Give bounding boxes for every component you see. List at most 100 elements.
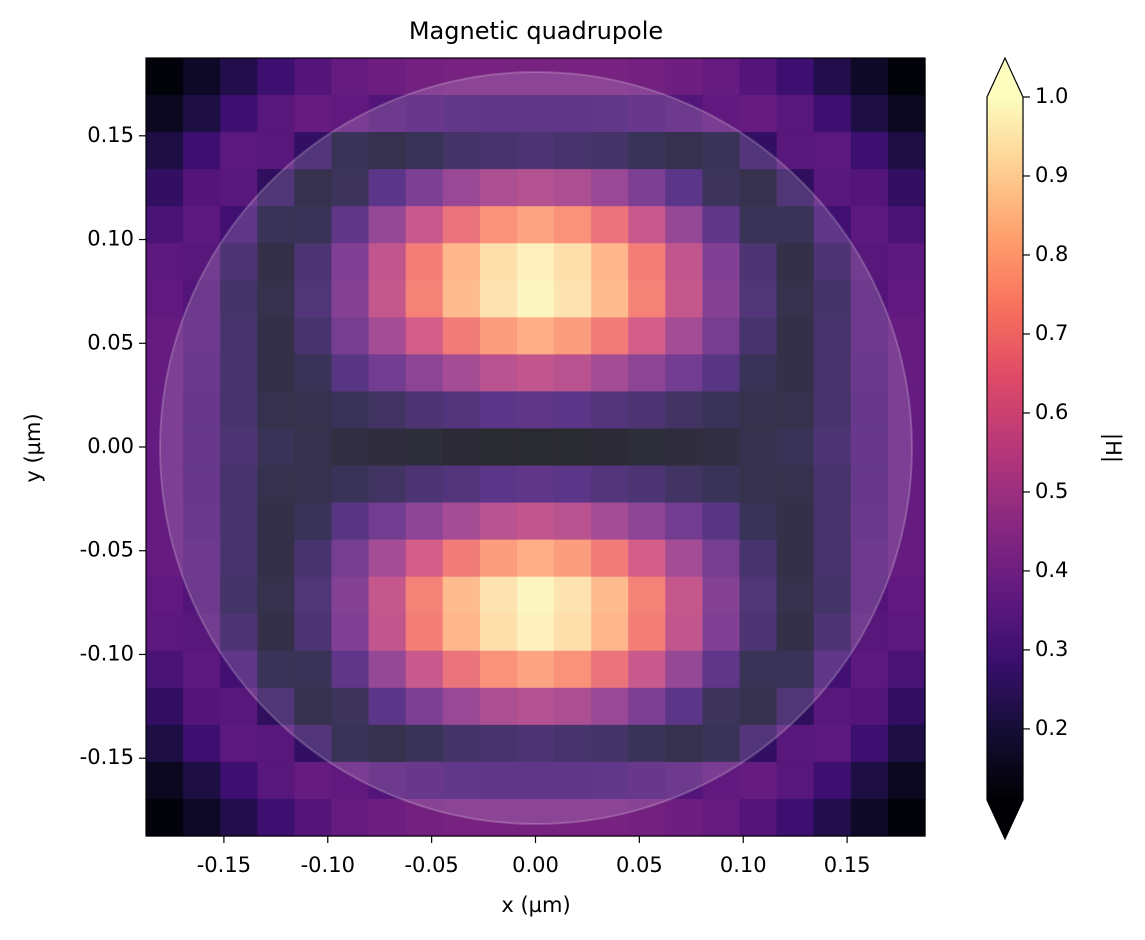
heatmap-cell (628, 502, 666, 541)
heatmap-cell (887, 280, 926, 318)
heatmap-cell (294, 354, 333, 393)
heatmap-cell (554, 539, 592, 578)
heatmap-cell (257, 206, 295, 244)
heatmap-cell (850, 724, 889, 763)
heatmap-cell (887, 428, 926, 467)
heatmap-cell (776, 465, 815, 504)
heatmap-cell (776, 58, 815, 96)
heatmap-cell (331, 613, 370, 652)
heatmap-cell (479, 576, 518, 615)
x-tick-label: -0.10 (301, 853, 355, 877)
heatmap-cell (183, 650, 221, 689)
heatmap-cell (813, 428, 852, 467)
heatmap-cell (591, 687, 629, 726)
heatmap-cell (739, 428, 778, 467)
heatmap-cell (442, 687, 481, 726)
heatmap-cell (405, 650, 444, 689)
heatmap-cell (887, 687, 926, 726)
heatmap-cell (702, 243, 741, 281)
heatmap-cell (739, 502, 778, 541)
heatmap-cell (702, 132, 741, 170)
heatmap-cell (257, 354, 295, 393)
heatmap-cell (516, 502, 555, 541)
heatmap-cell (850, 428, 889, 467)
heatmap-cell (220, 539, 258, 578)
heatmap-cell (776, 798, 815, 837)
heatmap-cell (331, 428, 370, 467)
heatmap-cell (554, 391, 592, 430)
heatmap-cell (813, 169, 852, 207)
heatmap-cell (813, 724, 852, 763)
heatmap-cell (628, 354, 666, 393)
heatmap-cell (516, 391, 555, 430)
heatmap-cell (665, 687, 704, 726)
heatmap-cell (257, 391, 295, 430)
heatmap-cell (442, 613, 481, 652)
heatmap-cell (776, 576, 815, 615)
heatmap-cell (479, 354, 518, 393)
heatmap-cell (183, 206, 221, 244)
heatmap-cell (331, 58, 370, 96)
heatmap-cell (220, 687, 258, 726)
heatmap-cell (368, 95, 407, 133)
heatmap-cell (665, 613, 704, 652)
heatmap-cell (702, 391, 741, 430)
heatmap-cell (813, 317, 852, 355)
heatmap-cell (220, 317, 258, 355)
heatmap-cell (294, 95, 333, 133)
heatmap-cell (591, 391, 629, 430)
heatmap-cell (331, 576, 370, 615)
heatmap-cell (220, 132, 258, 170)
x-axis-label: x (µm) (501, 893, 570, 917)
heatmap-cell (516, 169, 555, 207)
heatmap-cell (665, 428, 704, 467)
y-tick-label: 0.10 (87, 227, 134, 251)
heatmap-cell (183, 687, 221, 726)
heatmap-cell (628, 169, 666, 207)
heatmap-cell (257, 502, 295, 541)
heatmap-cell (591, 539, 629, 578)
heatmap-cell (516, 539, 555, 578)
y-tick-label: 0.15 (87, 123, 134, 147)
heatmap-cell (813, 502, 852, 541)
heatmap-cell (702, 576, 741, 615)
heatmap-cell (850, 243, 889, 281)
heatmap-cell (294, 428, 333, 467)
heatmap-cell (776, 95, 815, 133)
heatmap-cell (146, 798, 184, 837)
heatmap-cell (554, 243, 592, 281)
heatmap-cell (146, 391, 184, 430)
heatmap-cell (776, 650, 815, 689)
heatmap-cell (702, 502, 741, 541)
heatmap-cell (628, 132, 666, 170)
heatmap-cell (702, 95, 741, 133)
heatmap-cell (628, 95, 666, 133)
heatmap-cell (294, 391, 333, 430)
heatmap-cell (183, 576, 221, 615)
heatmap-cell (702, 354, 741, 393)
heatmap-cell (368, 280, 407, 318)
heatmap-cell (442, 169, 481, 207)
heatmap-cell (331, 243, 370, 281)
heatmap-cell (887, 317, 926, 355)
heatmap-cell (665, 650, 704, 689)
heatmap-cell (739, 576, 778, 615)
chart-title: Magnetic quadrupole (409, 17, 663, 45)
x-tick-label: 0.00 (512, 853, 559, 877)
x-tick-label: 0.05 (616, 853, 663, 877)
heatmap-cell (146, 280, 184, 318)
heatmap-cell (776, 613, 815, 652)
heatmap-cell (146, 465, 184, 504)
heatmap-cell (813, 798, 852, 837)
heatmap-cell (850, 280, 889, 318)
heatmap-cell (887, 502, 926, 541)
heatmap-cell (405, 761, 444, 800)
heatmap-cell (554, 502, 592, 541)
colorbar-tick-label: 1.0 (1035, 84, 1068, 108)
colorbar-tick-label: 0.2 (1035, 716, 1068, 740)
heatmap-cell (146, 169, 184, 207)
colorbar-extend-max (987, 58, 1023, 97)
heatmap-cell (220, 58, 258, 96)
heatmap-cell (776, 539, 815, 578)
heatmap-cell (294, 576, 333, 615)
